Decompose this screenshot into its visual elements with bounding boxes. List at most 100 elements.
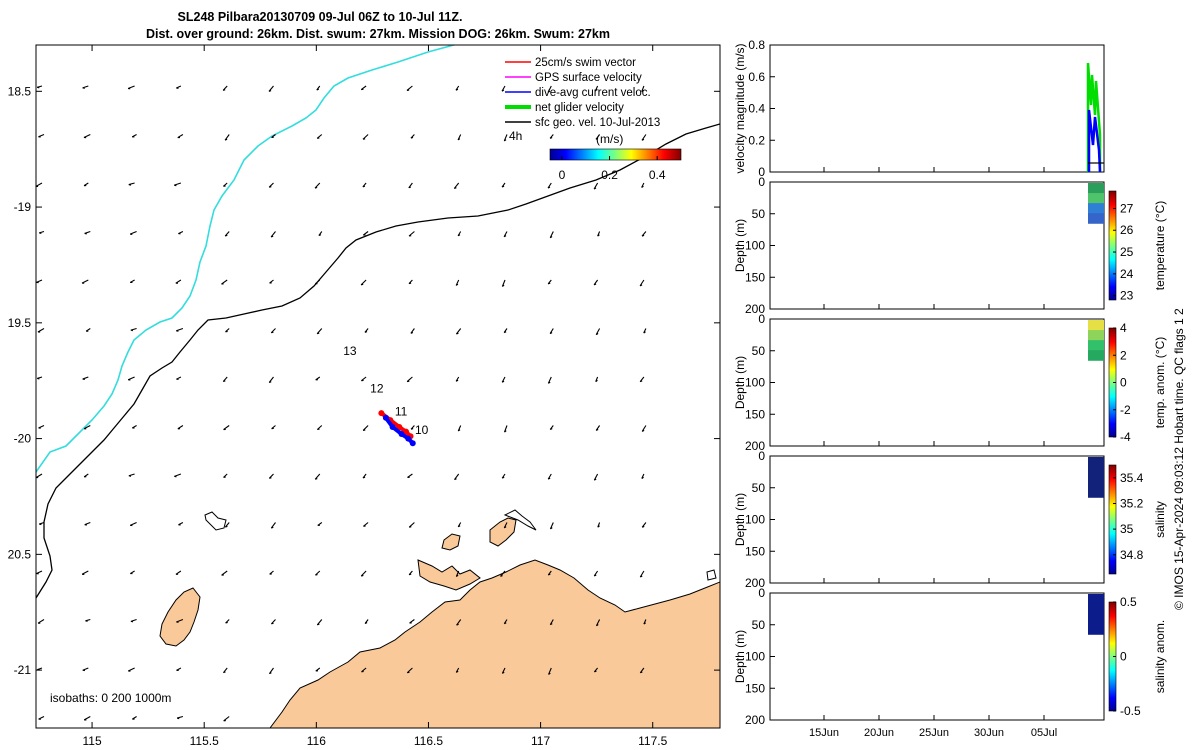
geo-arrow: [127, 85, 135, 90]
geo-arrow-head: [455, 379, 459, 382]
geo-arrow-head: [550, 527, 553, 530]
profile-cell: [1088, 203, 1104, 214]
panel-ytick-label: 200: [745, 302, 765, 316]
geo-arrow: [37, 328, 45, 333]
panel-ylabel: Depth (m): [733, 630, 747, 683]
geo-arrow-head: [457, 429, 461, 432]
panel-ytick-label: 0: [758, 449, 765, 463]
geo-arrow-head: [501, 89, 505, 92]
profile-cell: [1088, 614, 1104, 625]
profile-panels: 0.8 0.6 0.4 0.2 0 velocity magnitude (m/s) 0 50…: [733, 38, 1167, 727]
geo-arrow-head: [268, 381, 272, 384]
geostrophic-arrows: [36, 85, 647, 722]
map-ytick-label: -21: [14, 663, 32, 677]
geo-arrow-head: [456, 574, 459, 577]
velocity-trace-dive: [1087, 109, 1102, 173]
panel-ytick-label: 0: [758, 586, 765, 600]
geo-arrow-head: [547, 477, 551, 480]
profile-cell: [1088, 320, 1104, 331]
colorbar-tick-label: 23: [1120, 289, 1134, 303]
panel-ytick-label: 50: [752, 481, 766, 495]
geo-arrow: [549, 231, 554, 239]
time-tick-label: 20Jun: [864, 727, 894, 739]
time-tick-label: 25Jun: [919, 727, 949, 739]
geo-arrow: [503, 134, 508, 142]
geo-arrow-head: [268, 90, 272, 92]
geo-arrow-head: [410, 428, 414, 430]
profile-cell: [1088, 340, 1104, 351]
geo-arrow-head: [593, 187, 597, 190]
profile-cell: [1088, 330, 1104, 341]
geo-arrow-head: [549, 137, 553, 139]
geo-arrow-head: [225, 525, 228, 528]
colorbar-tick-label: 26: [1120, 223, 1134, 237]
geo-arrow: [547, 376, 552, 384]
isobath-label: isobaths: 0 200 1000m: [50, 691, 171, 705]
geo-arrow: [641, 134, 647, 141]
profile-cell: [1088, 624, 1104, 635]
geo-arrow: [453, 182, 460, 189]
geo-arrow-head: [549, 332, 553, 335]
geo-arrow: [408, 231, 415, 237]
speed-colorbar: [549, 148, 682, 161]
geo-arrow: [176, 618, 184, 623]
geo-arrow: [83, 716, 91, 721]
geo-arrow: [314, 473, 321, 480]
geo-arrow-head: [547, 186, 551, 189]
geo-arrow: [455, 328, 462, 335]
geo-arrow-head: [315, 478, 318, 480]
glider-track: [378, 410, 416, 447]
geo-arrow: [406, 667, 413, 674]
geo-arrow-head: [362, 476, 366, 479]
geo-arrow-head: [548, 381, 551, 384]
geo-arrow: [270, 522, 276, 529]
geo-arrow: [129, 230, 137, 235]
geo-arrow: [547, 85, 552, 93]
geo-arrow-head: [593, 283, 597, 286]
colorbar-tick-label: 0: [1120, 376, 1127, 390]
geo-arrow-head: [504, 622, 507, 625]
geo-arrow: [268, 85, 274, 92]
geo-arrow-head: [502, 284, 505, 287]
geo-arrow: [221, 570, 228, 576]
geo-arrow-head: [318, 234, 322, 237]
geo-arrow: [593, 182, 599, 190]
colorbar-unit: (m/s): [596, 132, 623, 146]
geo-arrow-head: [596, 624, 599, 627]
geo-arrow-head: [547, 282, 551, 285]
geo-arrow: [314, 182, 321, 189]
colorbar-tick-label: -0.5: [1120, 704, 1141, 718]
colorbar-label: salinity: [1153, 501, 1167, 538]
geo-arrow-head: [457, 234, 461, 237]
geo-arrow: [362, 134, 369, 140]
geo-arrow: [595, 328, 601, 335]
geo-arrow-head: [456, 332, 459, 335]
panel-ytick-label: 100: [745, 650, 765, 664]
geo-arrow-head: [457, 138, 461, 141]
geo-arrow: [503, 425, 508, 433]
geo-arrow: [174, 473, 182, 477]
profile-cell: [1088, 477, 1104, 488]
geo-arrow-head: [550, 428, 553, 430]
geo-arrow-head: [641, 476, 644, 479]
geo-arrow-head: [361, 574, 364, 577]
day-labels: 13 12 11 10: [343, 344, 428, 437]
geo-arrow-head: [456, 623, 459, 626]
legend-dive-avg: dive-avg current veloc.: [535, 87, 651, 99]
map-xtick-label: 115: [82, 734, 101, 748]
colorbar-tick-label: 0: [1120, 650, 1127, 664]
panel-ytick-label: 0.6: [748, 70, 765, 84]
geo-arrow: [406, 85, 413, 91]
colorbar-label: temp. anom. (°C): [1153, 337, 1167, 429]
geo-arrow-head: [454, 478, 457, 481]
geo-arrow-head: [641, 89, 644, 93]
geo-arrow-head: [640, 671, 643, 674]
geo-arrow-head: [503, 526, 507, 529]
geo-arrow: [270, 231, 276, 238]
geo-arrow-head: [639, 284, 643, 287]
geo-arrow-head: [271, 622, 274, 625]
geo-arrow-head: [455, 88, 459, 91]
colorbar-tick-label: 27: [1120, 201, 1134, 215]
